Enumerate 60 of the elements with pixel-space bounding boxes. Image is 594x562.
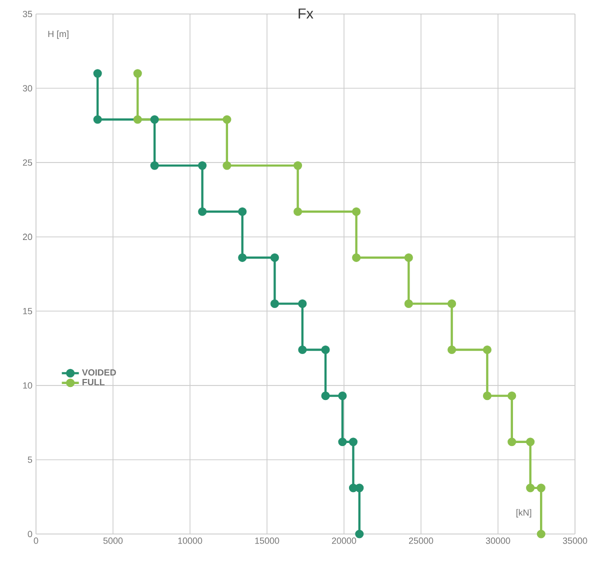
point bbox=[298, 299, 307, 308]
point bbox=[198, 207, 207, 216]
point bbox=[298, 345, 307, 354]
point bbox=[448, 345, 456, 354]
x-tick-label: 15000 bbox=[255, 538, 280, 544]
x-tick-label: 35000 bbox=[562, 538, 588, 544]
point bbox=[294, 207, 302, 216]
point bbox=[404, 299, 413, 308]
x-axis-title: [kN] bbox=[516, 509, 532, 518]
x-tick-label: 0 bbox=[34, 538, 38, 544]
point bbox=[536, 530, 546, 538]
legend-label: FULL bbox=[82, 379, 105, 386]
point bbox=[238, 253, 247, 262]
legend-label: VOIDED bbox=[82, 369, 116, 376]
point bbox=[321, 345, 330, 354]
point bbox=[238, 207, 247, 216]
point bbox=[526, 484, 535, 492]
point bbox=[338, 392, 347, 400]
x-tick-label: 25000 bbox=[408, 538, 434, 544]
point bbox=[536, 484, 546, 492]
point bbox=[404, 253, 413, 262]
point bbox=[150, 115, 159, 124]
y-tick-label: 5 bbox=[28, 456, 32, 463]
point bbox=[222, 161, 232, 170]
y-tick-label: 15 bbox=[23, 308, 32, 314]
point bbox=[321, 392, 330, 400]
point bbox=[270, 253, 279, 262]
y-tick-label: 20 bbox=[22, 234, 32, 240]
point bbox=[508, 438, 516, 446]
point bbox=[338, 438, 347, 446]
point bbox=[352, 253, 361, 262]
point bbox=[294, 161, 302, 170]
point bbox=[198, 161, 207, 170]
point bbox=[222, 115, 232, 124]
point bbox=[482, 345, 492, 354]
y-tick-label: 35 bbox=[22, 10, 32, 18]
point bbox=[133, 115, 142, 124]
x-tick-label: 20000 bbox=[332, 538, 356, 544]
point bbox=[93, 115, 102, 124]
x-tick-label: 5000 bbox=[103, 538, 123, 544]
point bbox=[482, 392, 492, 400]
point bbox=[150, 161, 159, 170]
point bbox=[355, 530, 364, 538]
point bbox=[348, 438, 358, 446]
point bbox=[270, 299, 279, 308]
point bbox=[93, 69, 102, 78]
point bbox=[508, 392, 516, 400]
y-tick-label: 25 bbox=[22, 159, 32, 166]
point bbox=[355, 484, 364, 492]
y-tick-label: 0 bbox=[28, 530, 32, 538]
chart-title: Fx bbox=[298, 8, 314, 18]
y-axis-title: H [m] bbox=[48, 30, 68, 39]
point bbox=[448, 299, 456, 308]
point bbox=[526, 438, 535, 446]
x-tick-label: 30000 bbox=[486, 538, 510, 544]
y-tick-label: 10 bbox=[23, 382, 32, 389]
y-tick-label: 30 bbox=[22, 85, 32, 92]
point bbox=[133, 69, 142, 78]
x-tick-label: 10000 bbox=[178, 538, 202, 544]
point bbox=[352, 207, 361, 216]
